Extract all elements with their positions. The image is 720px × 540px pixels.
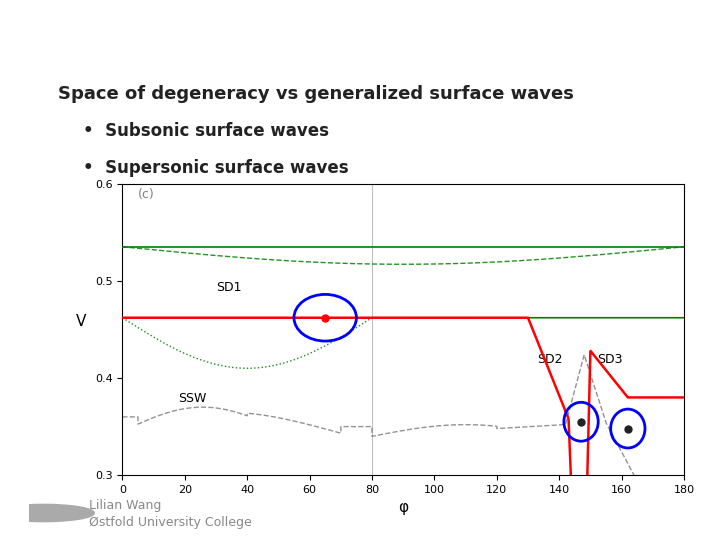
Text: Result 4: Result 4 bbox=[282, 19, 438, 57]
Text: Space of degeneracy vs generalized surface waves: Space of degeneracy vs generalized surfa… bbox=[58, 85, 573, 103]
Text: (c): (c) bbox=[138, 188, 155, 201]
Text: SD3: SD3 bbox=[597, 353, 622, 367]
Text: SD1: SD1 bbox=[216, 280, 241, 294]
Circle shape bbox=[0, 504, 94, 522]
Y-axis label: V: V bbox=[76, 314, 86, 329]
Text: •  Supersonic surface waves: • Supersonic surface waves bbox=[83, 159, 348, 177]
Text: Østfold University College: Østfold University College bbox=[89, 516, 252, 529]
Text: SSW: SSW bbox=[179, 392, 207, 406]
Text: Lilian Wang: Lilian Wang bbox=[89, 499, 162, 512]
Text: •  Subsonic surface waves: • Subsonic surface waves bbox=[83, 122, 329, 140]
Text: SD2: SD2 bbox=[537, 353, 563, 367]
X-axis label: φ: φ bbox=[398, 501, 408, 516]
